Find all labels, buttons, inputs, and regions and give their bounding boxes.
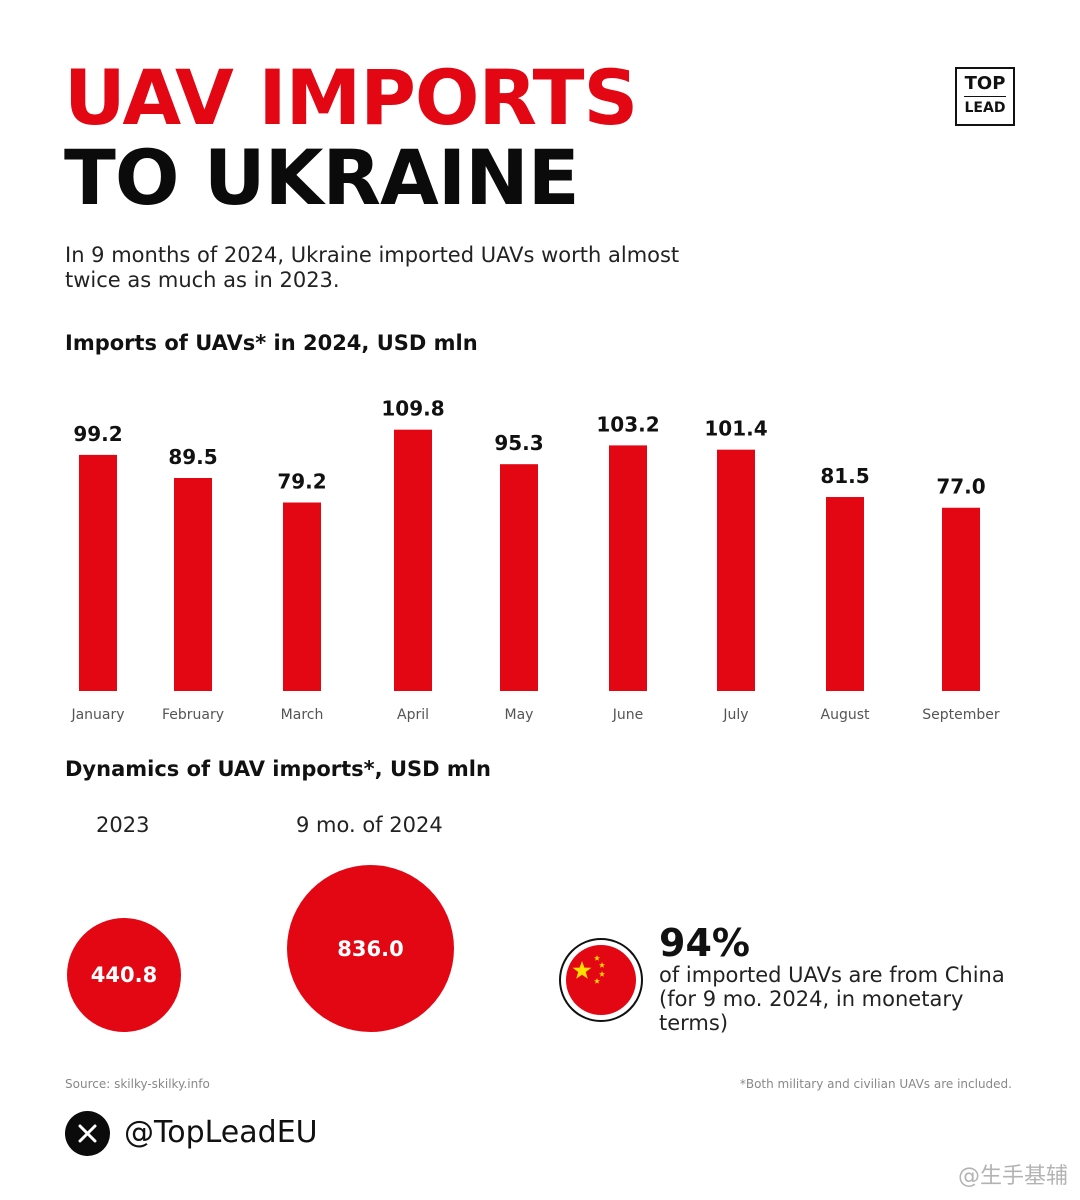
logo-divider bbox=[964, 96, 1006, 97]
dynamics-title: Dynamics of UAV imports*, USD mln bbox=[65, 757, 491, 781]
dynamics-label-2024: 9 mo. of 2024 bbox=[296, 813, 443, 837]
logo-bottom-text: LEAD bbox=[964, 100, 1006, 116]
source-note: Source: skilky-skilky.info bbox=[65, 1077, 210, 1091]
month-label-may: May bbox=[505, 707, 534, 723]
bubble-2023-value: 440.8 bbox=[90, 963, 158, 987]
monthly-imports-bar-chart: 99.2 January 89.5 February 79.2 March 109.8 Apr… bbox=[70, 397, 1000, 723]
bar-value-march: 79.2 bbox=[277, 470, 326, 494]
bar-september bbox=[942, 507, 980, 691]
weibo-watermark: @生手基辅 bbox=[957, 1164, 1068, 1189]
bar-value-january: 99.2 bbox=[73, 422, 122, 446]
top-lead-logo: TOP LEAD bbox=[955, 67, 1015, 126]
bar-value-april: 109.8 bbox=[381, 397, 444, 421]
bar-january bbox=[79, 454, 117, 691]
china-flag-icon bbox=[559, 938, 643, 1022]
bar-value-july: 101.4 bbox=[704, 417, 767, 441]
subtitle: In 9 months of 2024, Ukraine imported UA… bbox=[65, 243, 680, 292]
month-label-march: March bbox=[281, 707, 324, 723]
month-label-july: July bbox=[722, 707, 748, 723]
social-handle[interactable]: @TopLeadEU bbox=[124, 1115, 318, 1150]
month-label-june: June bbox=[612, 707, 644, 723]
bar-april bbox=[394, 429, 432, 691]
month-label-august: August bbox=[821, 707, 871, 723]
bubble-2024-value: 836.0 bbox=[337, 936, 404, 961]
bar-august bbox=[826, 497, 864, 691]
bar-value-august: 81.5 bbox=[820, 464, 869, 488]
bubble-2024: 836.0 bbox=[287, 865, 454, 1032]
uav-footnote: *Both military and civilian UAVs are inc… bbox=[739, 1077, 1012, 1091]
bar-value-may: 95.3 bbox=[494, 431, 543, 455]
month-label-april: April bbox=[397, 707, 429, 723]
china-share-text: of imported UAVs are from China (for 9 m… bbox=[659, 963, 1005, 1035]
dynamics-label-2023: 2023 bbox=[96, 813, 150, 837]
bubble-2023: 440.8 bbox=[67, 918, 181, 1032]
bar-chart-title: Imports of UAVs* in 2024, USD mln bbox=[65, 331, 478, 355]
bar-may bbox=[500, 464, 538, 691]
bar-value-june: 103.2 bbox=[596, 412, 659, 436]
logo-top-text: TOP bbox=[964, 73, 1006, 94]
month-label-february: February bbox=[162, 707, 224, 723]
bar-july bbox=[717, 449, 755, 691]
bar-value-february: 89.5 bbox=[168, 445, 217, 469]
bar-value-september: 77.0 bbox=[936, 475, 985, 499]
bar-june bbox=[609, 445, 647, 691]
title-line-1: UAV IMPORTS bbox=[64, 53, 638, 142]
x-logo-icon bbox=[65, 1111, 110, 1156]
bar-march bbox=[283, 502, 321, 691]
month-label-january: January bbox=[70, 707, 124, 723]
bar-february bbox=[174, 477, 212, 691]
china-share-percent: 94% bbox=[659, 921, 750, 965]
month-label-september: September bbox=[922, 707, 1000, 723]
title-line-2: TO UKRAINE bbox=[64, 133, 580, 222]
